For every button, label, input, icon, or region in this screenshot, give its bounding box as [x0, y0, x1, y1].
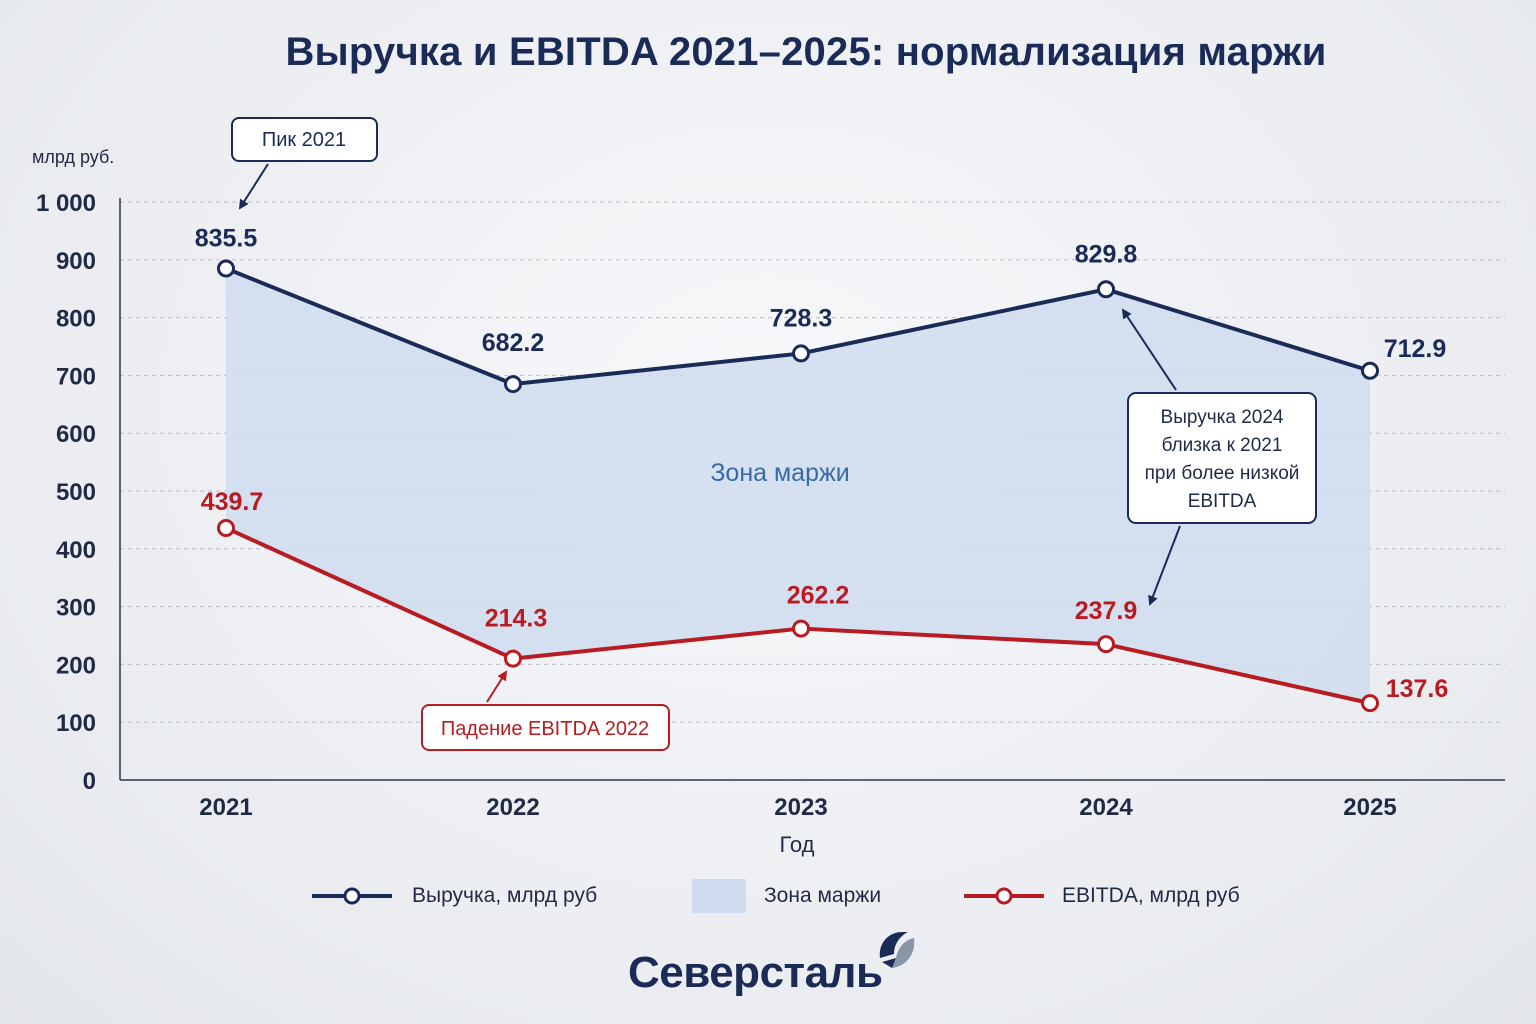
peak-callout-arrow: [238, 163, 269, 210]
revenue-point: [1097, 280, 1115, 299]
y-tick-label: 100: [56, 710, 96, 737]
ebitda-data-label: 214.3: [485, 605, 548, 633]
ebitda-point: [792, 619, 810, 638]
note-callout-line: Выручка 2024: [1161, 407, 1284, 428]
note-arrow-to-revenue: [1121, 308, 1177, 391]
revenue-point: [792, 344, 810, 363]
drop-callout-box: [421, 704, 670, 751]
y-tick-label: 500: [56, 479, 96, 506]
ebitda-point: [1097, 635, 1115, 654]
y-tick-label: 1 000: [36, 190, 96, 217]
logo-text: Северсталь: [628, 948, 883, 997]
x-tick-label: 2021: [199, 794, 252, 821]
ebitda-data-label: 439.7: [201, 488, 264, 516]
severstal-logo: Северсталь: [628, 928, 928, 1008]
legend-ebitda-swatch: [964, 887, 1044, 905]
revenue-point: [1361, 361, 1379, 380]
x-tick-label: 2022: [486, 794, 539, 821]
ebitda-point: [217, 518, 235, 537]
revenue-point: [217, 259, 235, 278]
legend-item-margin: Зона маржи: [692, 874, 881, 918]
revenue-data-label: 682.2: [482, 329, 545, 357]
x-tick-label: 2023: [774, 794, 827, 821]
chart-title: Выручка и EBITDA 2021–2025: нормализация…: [285, 30, 1327, 74]
note-callout-line: при более низкой: [1145, 463, 1300, 484]
peak-callout-text: Пик 2021: [262, 129, 346, 151]
legend-item-ebitda: EBITDA, млрд руб: [962, 874, 1240, 918]
ebitda-data-label: 262.2: [787, 582, 850, 610]
legend-ebitda-label: EBITDA, млрд руб: [1062, 884, 1240, 907]
legend-margin-label: Зона маржи: [764, 884, 882, 907]
peak-callout-box: [231, 117, 378, 162]
logo-emblem-icon: [879, 932, 915, 968]
note-callout-box: [1127, 392, 1317, 524]
x-tick-label: 2024: [1079, 794, 1133, 821]
revenue-data-label: 712.9: [1384, 335, 1447, 363]
x-tick-label: 2025: [1343, 794, 1396, 821]
y-tick-label: 400: [56, 537, 96, 564]
legend-item-revenue: Выручка, млрд руб: [310, 874, 597, 918]
y-tick-label: 200: [56, 652, 96, 679]
x-axis-label: Год: [779, 832, 814, 857]
legend-margin-swatch: [692, 879, 746, 913]
y-tick-label: 900: [56, 248, 96, 275]
y-axis-label: млрд руб.: [32, 147, 114, 167]
y-tick-label: 800: [56, 306, 96, 333]
note-callout-line: EBITDA: [1188, 491, 1257, 512]
legend-revenue-label: Выручка, млрд руб: [412, 884, 598, 907]
revenue-data-label: 728.3: [770, 304, 833, 332]
drop-callout-text: Падение EBITDA 2022: [441, 718, 649, 740]
ebitda-data-label: 237.9: [1075, 597, 1138, 625]
revenue-point: [504, 375, 522, 394]
drop-callout-arrow: [486, 670, 508, 703]
y-tick-label: 0: [83, 768, 96, 795]
revenue-data-label: 835.5: [195, 224, 258, 252]
legend: Выручка, млрд руб Зона маржи EBITDA, млр…: [0, 874, 1536, 918]
note-arrow-to-ebitda: [1148, 525, 1181, 606]
y-tick-label: 300: [56, 595, 96, 622]
y-tick-label: 700: [56, 363, 96, 390]
margin-area: [226, 268, 1370, 704]
legend-revenue-swatch: [312, 887, 392, 905]
ebitda-point: [1361, 694, 1379, 713]
y-tick-label: 600: [56, 421, 96, 448]
ebitda-data-label: 137.6: [1386, 675, 1449, 703]
note-callout-line: близка к 2021: [1162, 435, 1283, 456]
margin-area-label: Зона маржи: [710, 459, 849, 487]
revenue-data-label: 829.8: [1075, 240, 1138, 268]
ebitda-point: [504, 649, 522, 668]
